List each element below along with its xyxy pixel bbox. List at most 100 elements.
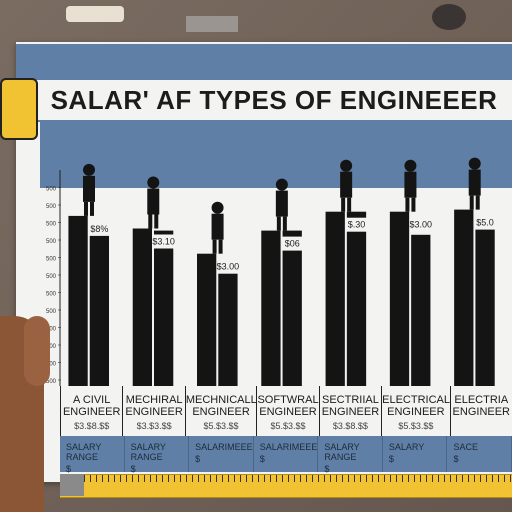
y-tick-label: 500 bbox=[46, 362, 57, 368]
footer-cell: SALARY RANGE $ bbox=[125, 436, 190, 474]
y-tick-label: 500 bbox=[46, 187, 57, 193]
category-name: MECHIRAL ENGINEER bbox=[125, 394, 183, 418]
y-tick-label: 500 bbox=[46, 204, 57, 210]
bar bbox=[475, 226, 495, 386]
bar-label: $.30 bbox=[348, 220, 366, 230]
category-salary: $3.$8.$$ bbox=[74, 421, 110, 431]
bar-label: $3.00 bbox=[410, 220, 433, 230]
bar-label: $3.10 bbox=[152, 237, 175, 247]
bar-label: $06 bbox=[285, 239, 300, 249]
y-tick-label: 500 bbox=[46, 274, 57, 280]
computer-icon bbox=[275, 178, 288, 191]
scales-icon-leg bbox=[218, 239, 223, 254]
control-panel-icon-leg bbox=[405, 197, 410, 212]
computer-icon-body bbox=[275, 190, 288, 217]
footer-label: SALARY bbox=[388, 442, 425, 452]
footer-cell: SALARY $ bbox=[383, 436, 448, 472]
category-label: MECHIRAL ENGINEER $3.$3.$$ bbox=[122, 386, 184, 436]
category-salary: $5.$3.$$ bbox=[398, 421, 434, 431]
scales-icon-body bbox=[211, 213, 224, 240]
category-salary: $3.$8.$$ bbox=[332, 421, 368, 431]
bar bbox=[218, 260, 238, 386]
y-tick-label: 500 bbox=[46, 292, 57, 298]
y-tick-label: 500 bbox=[46, 239, 57, 245]
chisel-tool bbox=[66, 6, 124, 22]
dollar-icon: $ bbox=[259, 454, 265, 464]
category-name: ELECTRICAL ENGINEER bbox=[382, 394, 450, 418]
bar-label-bg bbox=[217, 259, 239, 274]
microscope-icon-leg bbox=[90, 201, 94, 216]
bar-label-bg bbox=[474, 215, 496, 230]
worker-icon-leg bbox=[341, 197, 346, 212]
control-panel-icon-body bbox=[404, 171, 417, 198]
bar bbox=[411, 234, 431, 386]
bar bbox=[154, 230, 174, 386]
footer-cell: SALARY RANGE $ bbox=[318, 436, 383, 474]
category-label: ELECTRIA ENGINEER bbox=[449, 386, 512, 436]
y-tick-label: 500 bbox=[46, 327, 57, 333]
gear-icon bbox=[432, 4, 466, 30]
footer-label: SALARY RANGE bbox=[130, 442, 166, 462]
category-labels: A CIVIL ENGINEER $3.$8.$$ MECHIRAL ENGINEE… bbox=[60, 386, 512, 436]
bar-label-bg bbox=[281, 236, 303, 251]
footer-label: SALARY RANGE bbox=[324, 442, 360, 462]
computer-icon-leg bbox=[282, 216, 287, 231]
dollar-icon: $ bbox=[388, 454, 394, 464]
tape-hook bbox=[60, 474, 84, 496]
tape-measure-tool bbox=[0, 78, 38, 140]
category-label: MECHNICALL ENGINEER $5.$3.$$ bbox=[184, 386, 257, 436]
y-tick-label: 500 bbox=[46, 309, 57, 315]
microscope-icon-body bbox=[83, 175, 95, 202]
bar bbox=[68, 215, 88, 386]
y-tick-label: 500 bbox=[46, 344, 57, 350]
microscope-icon-leg bbox=[84, 201, 88, 216]
footer-cell: SACE $ bbox=[447, 436, 512, 472]
category-name: ELECTRIA ENGINEER bbox=[452, 394, 511, 418]
bar bbox=[346, 211, 367, 386]
scales-icon bbox=[211, 201, 224, 214]
worker-icon-body bbox=[340, 171, 353, 198]
surveyor-icon-leg bbox=[475, 195, 480, 210]
footer-cell: SALARIMEEE $ bbox=[254, 436, 319, 472]
robot-arm-icon-leg bbox=[154, 214, 159, 229]
surveyor-icon bbox=[468, 157, 481, 170]
footer-band: SALARY RANGE $ SALARY RANGE $ SALARIMEEE $ SAL… bbox=[60, 436, 512, 474]
dollar-icon: $ bbox=[195, 454, 201, 464]
category-name: SOFTWRAL ENGINEER bbox=[257, 394, 319, 418]
worker-icon bbox=[340, 159, 353, 172]
bar-label: $5.0 bbox=[476, 218, 494, 228]
footer-label: SACE bbox=[453, 442, 478, 452]
bar bbox=[282, 230, 302, 386]
bar bbox=[197, 253, 217, 386]
bar-label-bg bbox=[410, 217, 432, 232]
dollar-icon: $ bbox=[66, 464, 72, 474]
bar bbox=[89, 226, 109, 386]
scales-icon-leg bbox=[212, 239, 217, 254]
bar-label: $8% bbox=[90, 224, 108, 234]
category-label: ELECTRICAL ENGINEER $5.$3.$$ bbox=[381, 386, 450, 436]
footer-label: SALARIMEEE bbox=[259, 442, 318, 452]
bar-label-bg bbox=[345, 217, 368, 232]
bar-label: $3.00 bbox=[217, 262, 240, 272]
category-salary: $5.$3.$$ bbox=[270, 421, 306, 431]
category-salary: $5.$3.$$ bbox=[203, 421, 239, 431]
microscope-icon bbox=[83, 163, 95, 176]
category-name: MECHNICALL ENGINEER bbox=[185, 394, 257, 418]
y-tick-label: 500 bbox=[46, 257, 57, 263]
category-label: SECTRIIAL ENGINEER $3.$8.$$ bbox=[318, 386, 381, 436]
footer-label: SALARIMEEE bbox=[195, 442, 253, 452]
dollar-icon: $ bbox=[453, 454, 459, 464]
chart-title: SALAR' AF TYPES OF ENGINEEER bbox=[50, 84, 498, 115]
bar-label-bg bbox=[153, 234, 175, 249]
measuring-tape bbox=[60, 474, 512, 498]
surveyor-icon-body bbox=[468, 169, 481, 196]
control-panel-icon-leg bbox=[411, 197, 416, 212]
category-name: SECTRIIAL ENGINEER bbox=[321, 394, 380, 418]
computer-icon-leg bbox=[276, 216, 281, 231]
control-panel-icon bbox=[404, 159, 417, 172]
dollar-icon: $ bbox=[130, 464, 136, 474]
y-tick-label: 500 bbox=[46, 222, 57, 228]
category-salary: $3.$3.$$ bbox=[136, 421, 172, 431]
surveyor-icon-leg bbox=[469, 195, 474, 210]
footer-cell: SALARIMEEE $ bbox=[189, 436, 254, 472]
